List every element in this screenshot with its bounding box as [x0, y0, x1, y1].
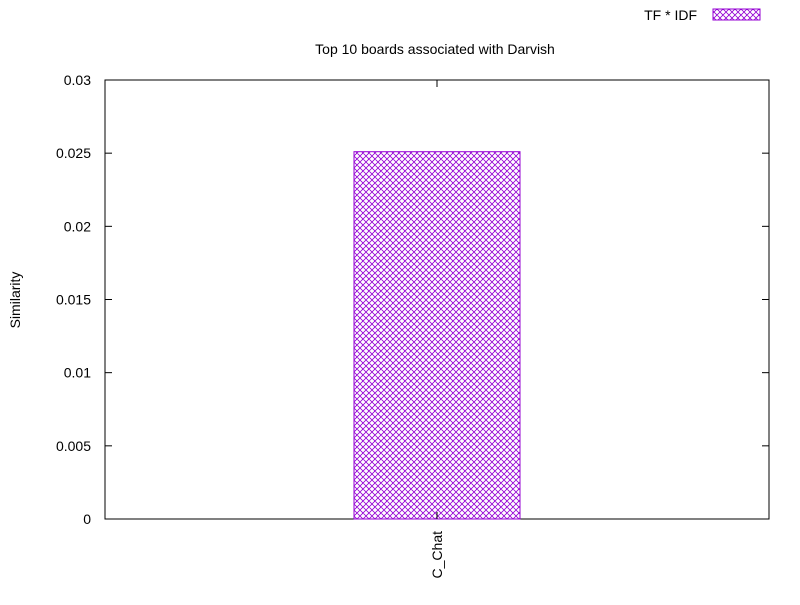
- y-tick-label: 0.015: [56, 292, 91, 308]
- y-axis-label: Similarity: [7, 272, 23, 329]
- y-tick-label: 0: [83, 511, 91, 527]
- y-tick-label: 0.005: [56, 438, 91, 454]
- x-axis-ticks: C_Chat: [429, 80, 445, 578]
- y-tick-label: 0.02: [64, 218, 91, 234]
- bar-c-chat: [353, 151, 521, 520]
- y-axis-ticks: 0 0.005 0.01 0.015 0.02 0.025 0.03: [56, 72, 769, 527]
- y-tick-label: 0.025: [56, 145, 91, 161]
- legend: TF * IDF: [644, 7, 761, 23]
- x-tick-label: C_Chat: [429, 531, 445, 579]
- y-tick-label: 0.01: [64, 365, 91, 381]
- legend-swatch-tf-idf: [712, 8, 761, 21]
- legend-label-tf-idf: TF * IDF: [644, 7, 697, 23]
- chart-title: Top 10 boards associated with Darvish: [315, 41, 555, 57]
- bars-group: [353, 151, 521, 520]
- y-tick-label: 0.03: [64, 72, 91, 88]
